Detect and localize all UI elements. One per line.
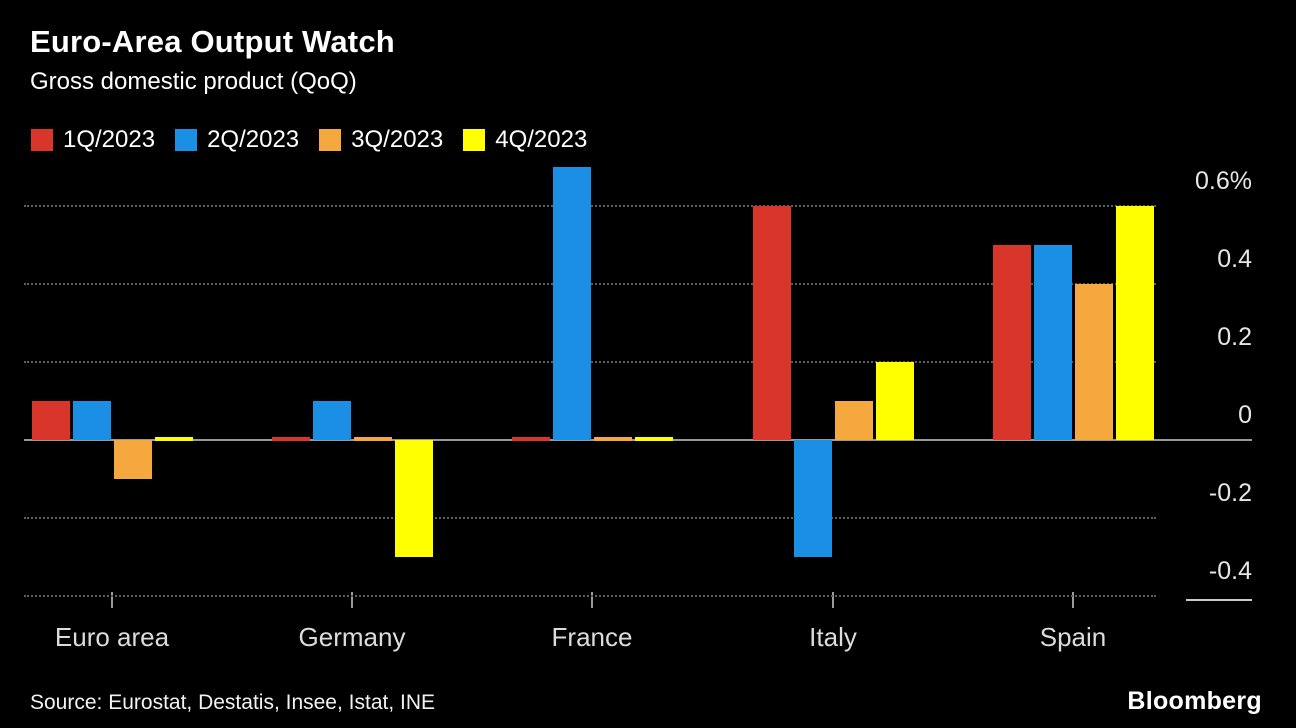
chart-subtitle: Gross domestic product (QoQ) — [30, 68, 357, 95]
bar-1q-2023-germany — [271, 437, 310, 441]
bar-3q-2023-spain — [1074, 284, 1113, 440]
x-axis-tick — [351, 592, 353, 608]
y-axis-label: 0.6% — [1195, 167, 1252, 195]
bar-4q-2023-italy — [875, 362, 914, 440]
category-label: Germany — [298, 622, 406, 652]
bar-2q-2023-italy — [793, 440, 832, 557]
legend-label: 4Q/2023 — [495, 126, 588, 153]
legend-item-4q-2023: 4Q/2023 — [463, 126, 587, 154]
bar-1q-2023-france — [511, 437, 550, 441]
bar-4q-2023-spain — [1115, 206, 1154, 440]
legend-label: 2Q/2023 — [207, 126, 300, 153]
source-note: Source: Eurostat, Destatis, Insee, Istat… — [30, 691, 436, 714]
x-axis-tick — [591, 592, 593, 608]
legend-label: 1Q/2023 — [63, 126, 156, 153]
y-axis-label: 0 — [1238, 401, 1252, 429]
legend-item-1q-2023: 1Q/2023 — [31, 126, 155, 154]
bar-3q-2023-italy — [834, 401, 873, 440]
x-axis-tick — [1072, 592, 1074, 608]
legend-item-3q-2023: 3Q/2023 — [319, 126, 443, 154]
gridline — [24, 517, 1156, 519]
x-axis-tick — [111, 592, 113, 608]
chart-title: Euro-Area Output Watch — [30, 24, 395, 59]
x-axis-tick — [832, 592, 834, 608]
category-label: Italy — [809, 622, 857, 652]
category-label: Euro area — [54, 622, 170, 652]
legend-swatch-3q-2023 — [319, 129, 342, 151]
bar-4q-2023-euro-area — [154, 437, 193, 441]
category-label: France — [551, 622, 633, 652]
bar-3q-2023-france — [593, 437, 632, 441]
bar-1q-2023-spain — [992, 245, 1031, 440]
plot-area: 0.6% 0.4 0.2 0 -0.2 -0.4 Euro area Germany Franc… — [0, 160, 1296, 670]
y-axis-label: -0.2 — [1208, 479, 1252, 507]
legend-swatch-1q-2023 — [31, 129, 53, 151]
bar-2q-2023-france — [552, 167, 591, 440]
legend-label: 3Q/2023 — [351, 126, 444, 153]
category-label: Spain — [1039, 622, 1107, 652]
bar-4q-2023-germany — [394, 440, 433, 557]
bar-3q-2023-germany — [353, 437, 392, 441]
y-axis-label: -0.4 — [1208, 557, 1252, 585]
bar-3q-2023-euro-area — [113, 440, 152, 479]
bar-2q-2023-germany — [312, 401, 351, 440]
legend-swatch-2q-2023 — [175, 129, 198, 151]
legend-swatch-4q-2023 — [463, 129, 486, 151]
bloomberg-logo: Bloomberg — [1127, 687, 1262, 715]
bar-1q-2023-italy — [752, 206, 791, 440]
bar-1q-2023-euro-area — [31, 401, 70, 440]
gridline — [24, 595, 1156, 597]
y-axis-label: 0.4 — [1217, 245, 1252, 273]
legend: 1Q/2023 2Q/2023 3Q/2023 4Q/2023 — [31, 126, 587, 154]
bar-2q-2023-euro-area — [72, 401, 111, 440]
legend-item-2q-2023: 2Q/2023 — [175, 126, 299, 154]
bar-2q-2023-spain — [1033, 245, 1072, 440]
bar-4q-2023-france — [634, 437, 673, 441]
y-axis-label: 0.2 — [1217, 323, 1252, 351]
axis-baseline — [1186, 599, 1252, 601]
